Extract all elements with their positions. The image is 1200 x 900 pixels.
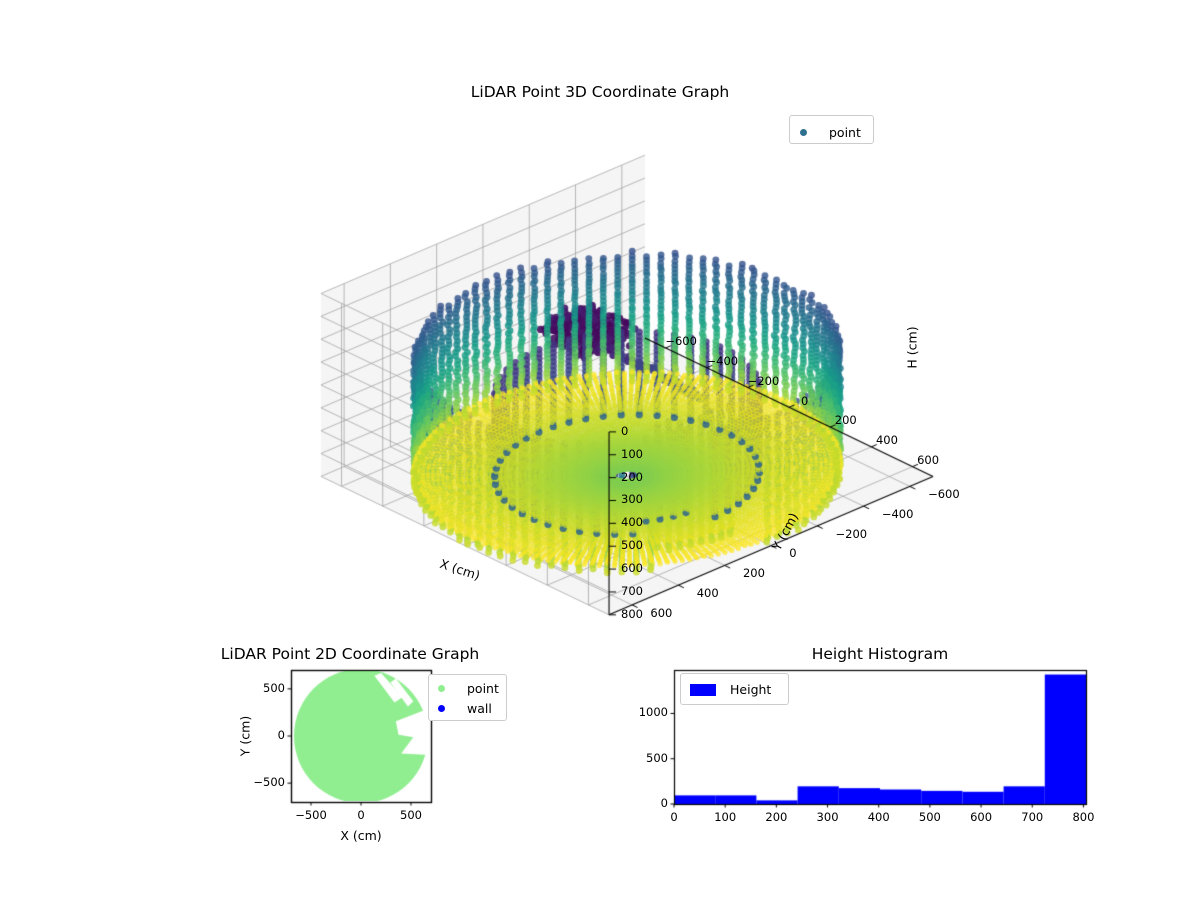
legend-height-swatch-icon xyxy=(690,683,716,696)
h3d-tick-label: 400 xyxy=(621,515,643,530)
scatter2d-title: LiDAR Point 2D Coordinate Graph xyxy=(220,645,480,663)
y3d-tick-label: 0 xyxy=(789,546,797,561)
y3d-tick-label: −400 xyxy=(881,506,914,521)
h3d-tick-label: 800 xyxy=(621,606,643,621)
yhist-tick-label: 0 xyxy=(660,796,668,810)
x3d-tick-label: 600 xyxy=(917,452,940,467)
y2d-axis-title: Y (cm) xyxy=(237,715,253,757)
xhist-tick-label: 300 xyxy=(816,810,839,824)
histogram-legend[interactable]: Height xyxy=(680,673,789,705)
legend-height-label: Height xyxy=(730,682,772,697)
x2d-tick-label: 0 xyxy=(357,808,365,822)
scatter3d-legend[interactable]: point xyxy=(789,115,874,144)
x3d-tick-label: 200 xyxy=(834,413,857,428)
h3d-tick-label: 0 xyxy=(621,423,629,438)
h3d-tick-label: 500 xyxy=(621,538,643,553)
xhist-tick-label: 400 xyxy=(867,810,890,824)
xhist-tick-label: 200 xyxy=(765,810,788,824)
legend-point-marker-icon xyxy=(800,129,807,136)
histogram-title: Height Histogram xyxy=(811,645,949,663)
y3d-tick-label: −200 xyxy=(835,526,868,541)
x2d-axis-title: X (cm) xyxy=(340,828,382,843)
legend-point-label: point xyxy=(467,681,499,696)
h3d-tick-label: 200 xyxy=(621,469,643,484)
y2d-tick-label: 0 xyxy=(277,728,285,742)
x3d-tick-label: 0 xyxy=(800,393,809,408)
y3d-tick-label: 400 xyxy=(696,585,719,600)
h3d-tick-label: 600 xyxy=(621,561,643,576)
h3d-tick-label: 300 xyxy=(621,492,643,507)
xhist-tick-label: 500 xyxy=(918,810,941,824)
h3d-axis-title: H (cm) xyxy=(904,326,920,369)
x3d-tick-label: 400 xyxy=(875,433,898,448)
y3d-tick-label: 200 xyxy=(742,566,765,581)
y3d-tick-label: −600 xyxy=(928,487,960,502)
y3d-tick-label: 600 xyxy=(650,605,673,620)
y2d-tick-label: 500 xyxy=(263,680,285,695)
legend-wall-label: wall xyxy=(467,701,492,716)
xhist-tick-label: 0 xyxy=(670,810,678,824)
yhist-tick-label: 500 xyxy=(646,750,668,765)
y2d-tick-label: −500 xyxy=(253,775,285,790)
legend-point-label: point xyxy=(829,125,861,140)
h3d-tick-label: 700 xyxy=(621,583,643,598)
x3d-tick-label: −600 xyxy=(665,334,697,349)
x2d-tick-label: −500 xyxy=(295,808,327,822)
legend-point-marker-icon xyxy=(438,685,445,692)
xhist-tick-label: 800 xyxy=(1072,810,1095,824)
h3d-tick-label: 100 xyxy=(621,446,643,461)
xhist-tick-label: 600 xyxy=(970,810,993,824)
xhist-tick-label: 100 xyxy=(714,810,737,824)
x3d-tick-label: −200 xyxy=(747,373,780,388)
x2d-tick-label: 500 xyxy=(400,808,422,822)
scatter3d-title: LiDAR Point 3D Coordinate Graph xyxy=(470,83,730,101)
scatter2d-legend[interactable]: point wall xyxy=(428,674,507,721)
yhist-tick-label: 1000 xyxy=(638,705,668,720)
xhist-tick-label: 700 xyxy=(1021,810,1044,824)
x3d-tick-label: −400 xyxy=(706,354,739,369)
legend-wall-marker-icon xyxy=(438,705,445,712)
